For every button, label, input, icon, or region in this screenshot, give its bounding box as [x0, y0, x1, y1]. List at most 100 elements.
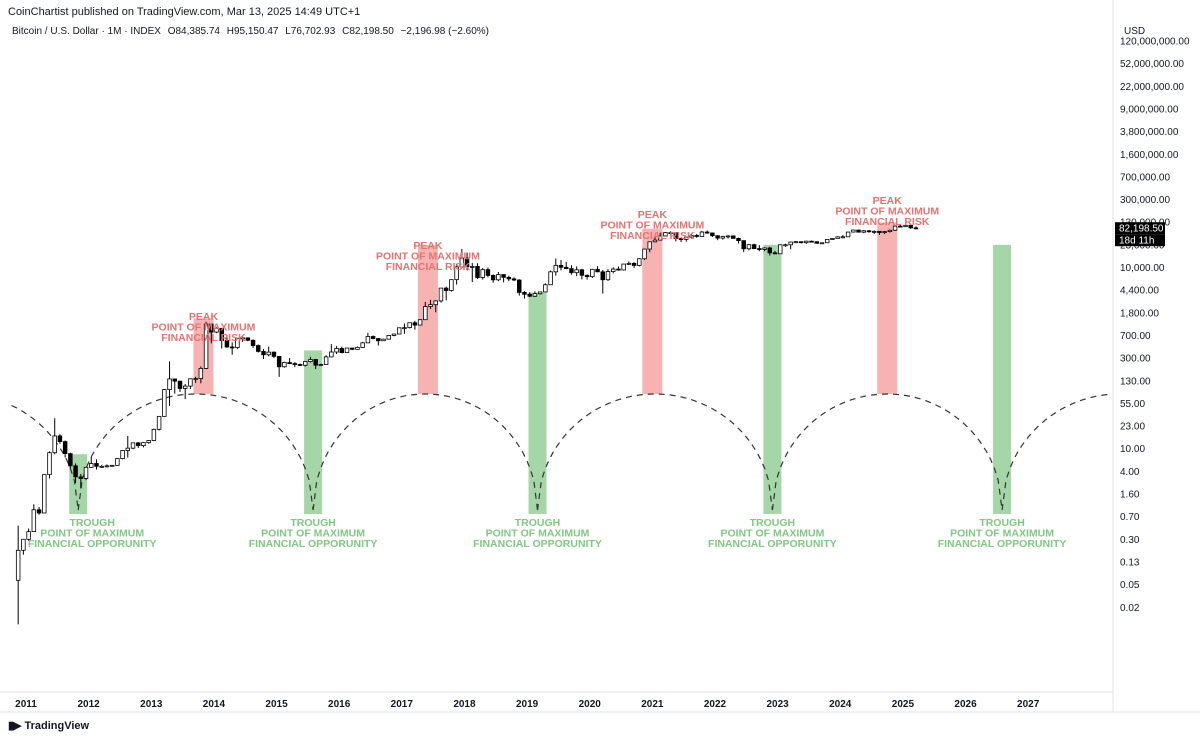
candle-body	[214, 327, 219, 333]
candle-body	[120, 450, 125, 459]
price-tick-label: 9,000,000.00	[1120, 104, 1179, 115]
countdown-badge	[1115, 234, 1165, 247]
trough-label-text: POINT OF MAXIMUM	[40, 528, 144, 540]
candle-body	[715, 235, 720, 239]
candle	[73, 463, 78, 483]
candle-body	[605, 271, 611, 281]
trough-label-text: POINT OF MAXIMUM	[486, 528, 590, 540]
candle	[809, 240, 814, 243]
peak-label-text: POINT OF MAXIMUM	[835, 206, 939, 218]
candle	[193, 376, 198, 383]
candle	[365, 332, 371, 344]
candle-body	[417, 319, 423, 326]
candle	[78, 473, 84, 489]
candle-body	[355, 346, 360, 350]
peak-label-text: PEAK	[413, 240, 443, 252]
candle	[569, 265, 574, 275]
candle	[616, 266, 621, 271]
candle-body	[564, 266, 569, 270]
candle-body	[303, 361, 308, 366]
candle	[532, 291, 538, 297]
candle	[104, 464, 110, 468]
candle	[135, 441, 141, 448]
trough-label-text: POINT OF MAXIMUM	[950, 528, 1054, 540]
candle-body	[642, 248, 647, 260]
last-price-label: 82,198.50	[1119, 224, 1164, 235]
price-tick-label: 55.00	[1120, 399, 1145, 410]
peak-label-text: POINT OF MAXIMUM	[152, 322, 256, 334]
candle-body	[517, 279, 522, 293]
candle	[459, 248, 465, 268]
candle	[772, 250, 778, 255]
candle	[177, 380, 183, 392]
candle	[527, 292, 532, 298]
candle	[845, 231, 851, 238]
candle-body	[318, 364, 324, 366]
candle	[798, 241, 804, 244]
candle	[146, 440, 151, 444]
candle	[443, 286, 449, 301]
candle-body	[334, 348, 339, 353]
price-tick-label: 52,000,000.00	[1120, 59, 1184, 70]
candle-body	[449, 279, 454, 291]
candle-body	[266, 351, 271, 356]
candle	[83, 466, 89, 481]
candle	[313, 359, 318, 370]
candle-body	[271, 351, 277, 357]
candle	[303, 361, 308, 367]
candle-body	[235, 337, 240, 348]
candle-body	[365, 336, 371, 344]
candle	[814, 241, 819, 244]
candle-body	[548, 271, 553, 286]
candle-body	[89, 463, 94, 468]
candle	[167, 361, 172, 406]
candle	[584, 274, 590, 280]
cycle-curve	[771, 393, 1003, 511]
peak-label-text: PEAK	[873, 195, 903, 207]
candle-body	[558, 264, 564, 268]
candle	[229, 342, 235, 355]
candle-body	[42, 474, 47, 514]
price-tick-label: 0.05	[1120, 580, 1140, 591]
candle-body	[851, 229, 856, 233]
candle-body	[814, 241, 819, 244]
candle-body	[256, 345, 261, 352]
price-tick-label: 700,000.00	[1120, 172, 1170, 183]
candle	[871, 230, 877, 234]
candle-body	[229, 346, 235, 349]
candle	[496, 271, 501, 282]
candle-body	[125, 447, 131, 451]
candle-body	[736, 237, 741, 242]
price-tick-label: 0.13	[1120, 557, 1140, 568]
candle	[271, 351, 277, 359]
candle-body	[892, 225, 898, 231]
candle-body	[438, 287, 444, 302]
time-tick-label: 2024	[829, 699, 852, 710]
candle	[866, 229, 872, 233]
candle	[548, 270, 553, 286]
tradingview-footer[interactable]: ▮▶ TradingView	[8, 719, 90, 733]
candle-body	[725, 235, 731, 238]
time-tick-label: 2018	[453, 699, 476, 710]
candle-body	[428, 304, 433, 307]
price-tick-label: 120,000,000.00	[1120, 37, 1190, 48]
trough-label-text: POINT OF MAXIMUM	[720, 528, 824, 540]
trough-zone	[763, 244, 782, 514]
brand-label: TradingView	[24, 719, 90, 732]
candle	[292, 361, 298, 368]
peak-label-text: POINT OF MAXIMUM	[600, 220, 704, 232]
candle-body	[908, 224, 913, 229]
candle	[851, 229, 856, 233]
candle-body	[344, 347, 350, 354]
cycle-curve	[536, 393, 773, 511]
candle-body	[506, 276, 512, 280]
cycle-curve	[1001, 393, 1112, 511]
candle	[511, 277, 517, 281]
candle	[856, 229, 861, 233]
candle	[788, 241, 793, 250]
candle	[224, 335, 230, 348]
candle-body	[459, 257, 465, 268]
candle-body	[647, 241, 652, 250]
